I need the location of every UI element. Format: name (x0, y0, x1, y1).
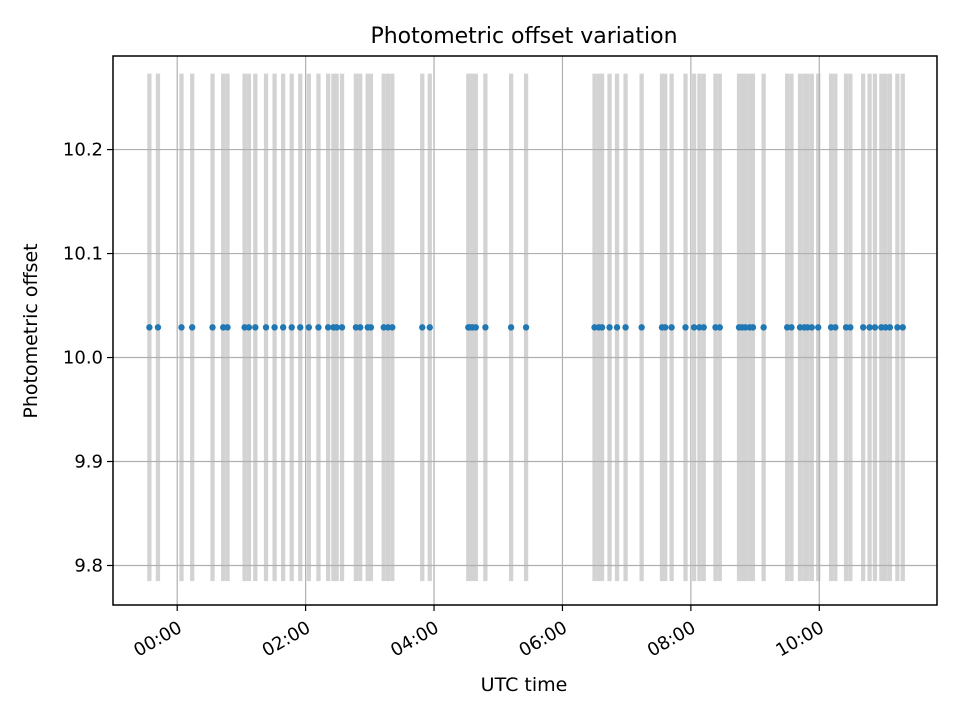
data-point (661, 324, 669, 331)
data-point (682, 324, 689, 331)
data-point (613, 324, 621, 331)
data-point (859, 324, 867, 331)
data-point (847, 324, 854, 331)
data-point (808, 324, 815, 331)
data-point (886, 324, 894, 331)
data-point (315, 324, 322, 331)
data-point (338, 324, 346, 331)
x-tick-label: 10:00 (772, 617, 827, 661)
data-point (426, 324, 433, 331)
data-point (154, 324, 162, 331)
data-point (507, 324, 515, 331)
data-points (146, 324, 906, 331)
data-point (815, 324, 822, 331)
data-point (389, 324, 396, 331)
data-point (668, 324, 675, 331)
data-point (324, 324, 332, 331)
data-point (297, 324, 304, 331)
data-point (788, 324, 795, 331)
data-point (482, 324, 489, 331)
data-point (472, 324, 479, 331)
data-point (419, 324, 426, 331)
data-point (638, 324, 645, 331)
data-point (188, 324, 196, 331)
data-point (866, 324, 873, 331)
chart-title: Photometric offset variation (370, 24, 677, 49)
data-point (271, 324, 278, 331)
grid-lines (113, 56, 937, 605)
data-point (252, 324, 259, 331)
data-point (598, 324, 606, 331)
axes (107, 55, 938, 611)
data-point (333, 324, 340, 331)
data-point (224, 324, 231, 331)
y-tick-label: 10.1 (63, 244, 103, 265)
data-point (245, 324, 253, 331)
x-tick-label: 08:00 (644, 617, 699, 661)
data-point (522, 324, 530, 331)
data-point (146, 324, 153, 331)
data-point (899, 324, 906, 331)
x-tick-label: 00:00 (130, 617, 185, 661)
data-point (622, 324, 629, 331)
y-tick-label: 9.8 (74, 555, 103, 576)
x-tick-label: 04:00 (387, 617, 442, 661)
data-point (606, 324, 613, 331)
y-tick-label: 9.9 (74, 452, 103, 473)
data-point (871, 324, 879, 331)
data-point (894, 324, 901, 331)
data-point (288, 324, 295, 331)
y-axis-label: Photometric offset (20, 243, 42, 418)
data-point (700, 324, 707, 331)
data-point (262, 324, 270, 331)
data-point (832, 324, 839, 331)
x-tick-label: 06:00 (516, 617, 571, 661)
data-point (760, 324, 767, 331)
plot-frame (112, 55, 938, 606)
x-tick-label: 02:00 (259, 617, 314, 661)
data-point (357, 324, 364, 331)
data-point (209, 324, 216, 331)
data-point (279, 324, 287, 331)
y-tick-label: 10.0 (63, 348, 103, 369)
y-tick-label: 10.2 (63, 140, 103, 161)
x-axis-label: UTC time (481, 674, 568, 696)
data-point (305, 324, 313, 331)
data-point (749, 324, 757, 331)
data-point (716, 324, 723, 331)
data-point (690, 324, 698, 331)
data-point (367, 324, 375, 331)
data-point (178, 324, 185, 331)
